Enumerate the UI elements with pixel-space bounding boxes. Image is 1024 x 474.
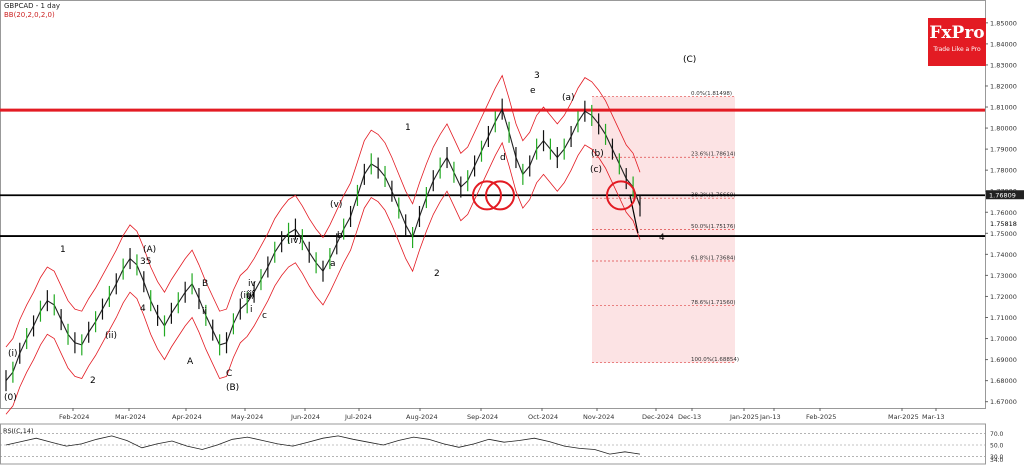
rsi-current-label: 34.0 bbox=[990, 457, 1004, 464]
x-tick-label: Mar-2024 bbox=[115, 413, 146, 421]
y-tick-label: 1.75000 bbox=[990, 230, 1017, 238]
wave-label: (ii) bbox=[105, 331, 117, 341]
y-tick-label: 1.82000 bbox=[990, 82, 1017, 90]
y-tick-label: 1.80000 bbox=[990, 125, 1017, 133]
price-marker-tag bbox=[986, 190, 1024, 200]
y-tick-label: 1.69000 bbox=[990, 356, 1017, 364]
wave-label: 3 bbox=[534, 71, 540, 81]
x-tick-label: Dec-13 bbox=[678, 413, 701, 421]
fxpro-logo: FxPro Trade Like a Pro bbox=[928, 18, 986, 66]
y-tick-label: 1.81000 bbox=[990, 104, 1017, 112]
wave-label: A bbox=[187, 357, 194, 367]
wave-label: 35 bbox=[140, 257, 151, 267]
rsi-line bbox=[5, 435, 641, 455]
projection-arrow bbox=[629, 195, 639, 234]
wave-label: c bbox=[262, 311, 267, 321]
rsi-level-label: 30.0 bbox=[990, 454, 1004, 461]
x-tick-label: Feb-2024 bbox=[59, 413, 89, 421]
rsi-title: RSI(C,14) bbox=[3, 427, 34, 435]
wave-label: (i) bbox=[8, 349, 18, 359]
y-tick-label: 1.68000 bbox=[990, 377, 1017, 385]
x-tick-label: Nov-2024 bbox=[583, 413, 614, 421]
y-tick-label: 1.73000 bbox=[990, 272, 1017, 280]
y-tick-label: 1.70000 bbox=[990, 335, 1017, 343]
wave-label: 1 bbox=[405, 123, 411, 133]
wave-label: iv bbox=[248, 279, 257, 289]
highlight-circle bbox=[472, 180, 502, 211]
wave-label: e bbox=[530, 86, 536, 96]
fib-level-label: 61.8%(1.73684) bbox=[691, 256, 736, 262]
x-tick-label: May-2024 bbox=[231, 413, 263, 421]
wave-label: B bbox=[202, 279, 208, 289]
wave-label: (B) bbox=[226, 383, 239, 393]
wave-label: a bbox=[330, 259, 336, 269]
wave-label: (C) bbox=[683, 55, 696, 65]
wave-label: 4 bbox=[659, 233, 665, 243]
x-tick-label: Apr-2024 bbox=[172, 413, 202, 421]
x-tick-label: Oct-2024 bbox=[528, 413, 558, 421]
wave-label: d bbox=[500, 153, 506, 163]
x-tick-label: Aug-2024 bbox=[406, 413, 438, 421]
fib-level-label: 78.6%(1.71560) bbox=[691, 300, 736, 306]
x-tick-label: Jan-13 bbox=[759, 413, 781, 421]
y-tick-label: 1.67000 bbox=[990, 398, 1017, 406]
price-marker-label: 1.76809 bbox=[989, 192, 1016, 200]
wave-label: 1 bbox=[60, 245, 66, 255]
fib-level-label: 100.0%(1.68854) bbox=[691, 357, 739, 363]
y-tick-label: 1.71000 bbox=[990, 314, 1017, 322]
y-tick-label: 1.85000 bbox=[990, 19, 1017, 27]
y-tick-label: 1.78000 bbox=[990, 167, 1017, 175]
x-tick-label: Jun-2024 bbox=[290, 413, 320, 421]
wave-label: iii bbox=[247, 290, 255, 300]
fibonacci-zone bbox=[592, 96, 735, 363]
wave-label: (b) bbox=[591, 149, 604, 159]
wave-label: b bbox=[337, 231, 343, 241]
wave-label: C bbox=[226, 369, 232, 379]
x-tick-label: Sep-2024 bbox=[467, 413, 498, 421]
y-tick-label: 1.76000 bbox=[990, 209, 1017, 217]
wave-label: 2 bbox=[90, 376, 96, 386]
x-tick-label: Jan-2025 bbox=[729, 413, 759, 421]
wave-label: (0) bbox=[4, 393, 17, 403]
x-tick-label: Jul-2024 bbox=[344, 413, 372, 421]
plot-frame bbox=[0, 0, 986, 409]
fib-level-label: 23.6%(1.78614) bbox=[691, 152, 736, 158]
rsi-level-label: 70.0 bbox=[990, 431, 1004, 438]
x-tick-label: Feb-2025 bbox=[806, 413, 836, 421]
y-tick-label: 1.72000 bbox=[990, 293, 1017, 301]
y-tick-label: 1.74000 bbox=[990, 251, 1017, 259]
highlight-circle bbox=[606, 180, 636, 211]
indicator-label: BB(20,2,0,2,0) bbox=[4, 11, 55, 19]
fib-level-label: 0.0%(1.81498) bbox=[691, 91, 732, 97]
wave-label: 2 bbox=[434, 269, 440, 279]
fib-level-label: 50.0%(1.75176) bbox=[691, 224, 736, 230]
wave-label: v bbox=[246, 292, 252, 302]
x-tick-label: Dec-2024 bbox=[642, 413, 673, 421]
wave-label: (iv) bbox=[287, 236, 302, 246]
wave-label: (iii) bbox=[240, 291, 255, 301]
y-tick-label: 1.83000 bbox=[990, 61, 1017, 69]
rsi-level-label: 50.0 bbox=[990, 443, 1004, 450]
symbol-title: GBPCAD - 1 day bbox=[4, 2, 61, 10]
bollinger-upper bbox=[5, 74, 641, 348]
wave-label: (a) bbox=[562, 93, 575, 103]
y-tick-label: 1.84000 bbox=[990, 40, 1017, 48]
current-price-label: 1.75818 bbox=[990, 220, 1017, 228]
x-tick-label: Mar-2025 bbox=[888, 413, 919, 421]
wave-label: ii bbox=[202, 307, 207, 317]
bollinger-lower bbox=[5, 141, 641, 415]
highlight-circle bbox=[485, 180, 515, 211]
rsi-frame bbox=[0, 423, 986, 465]
price-series bbox=[5, 107, 641, 381]
wave-label: (A) bbox=[143, 245, 156, 255]
wave-label: (v) bbox=[330, 200, 342, 210]
wave-label: i bbox=[250, 305, 253, 315]
wave-label: 4 bbox=[140, 304, 146, 314]
wave-label: (c) bbox=[590, 165, 602, 175]
y-tick-label: 1.79000 bbox=[990, 146, 1017, 154]
x-tick-label: Mar-13 bbox=[922, 413, 944, 421]
